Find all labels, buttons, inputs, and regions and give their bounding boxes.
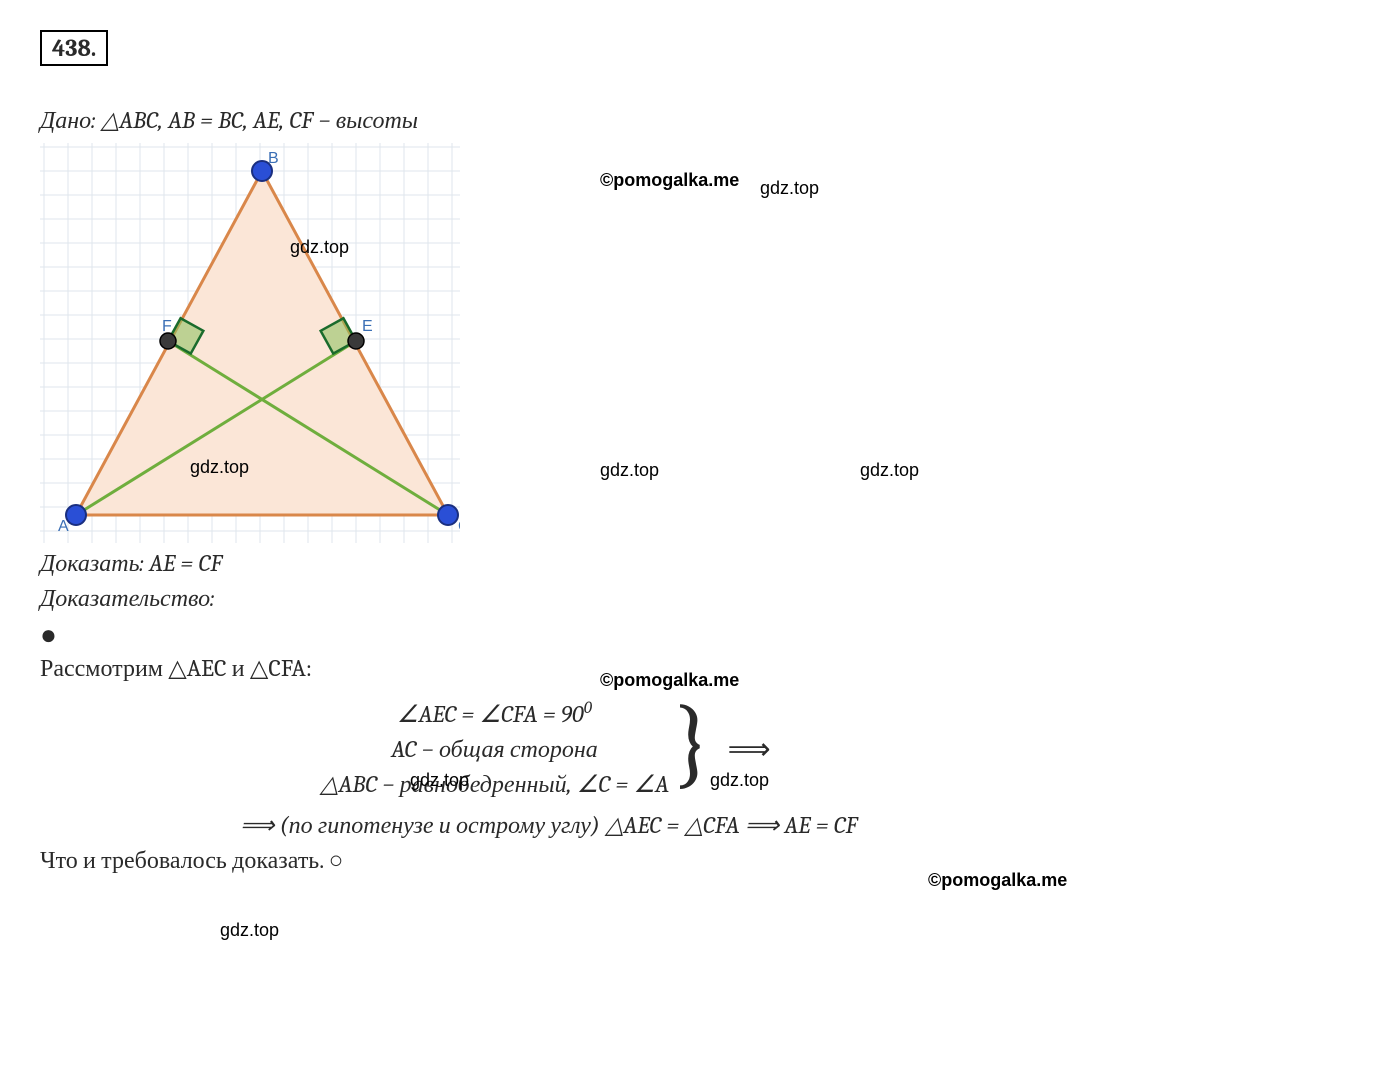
prove-line: Доказать: AE = CF bbox=[40, 549, 1360, 578]
proof-line-3: △ABC − равнобедренный, ∠C = ∠A bbox=[320, 767, 669, 802]
triangle-diagram: A B C E Fgdz.top gdz.top bbox=[40, 143, 460, 543]
svg-text:A: A bbox=[58, 518, 69, 535]
watermark-text: gdz.top bbox=[220, 920, 279, 941]
right-brace-icon: } bbox=[673, 693, 712, 793]
svg-text:gdz.top: gdz.top bbox=[290, 237, 349, 257]
prove-text: : AE = CF bbox=[140, 549, 223, 577]
prove-label: Доказать bbox=[40, 549, 140, 577]
brace-proof-block: ∠AEC = ∠CFA = 900 AC − общая сторона △AB… bbox=[40, 697, 1360, 801]
watermark-text: ©pomogalka.me bbox=[928, 870, 1067, 891]
watermark-text: gdz.top bbox=[710, 770, 769, 791]
watermark-text: gdz.top bbox=[860, 460, 919, 481]
watermark-text: gdz.top bbox=[760, 178, 819, 199]
svg-text:B: B bbox=[268, 150, 279, 167]
svg-text:F: F bbox=[162, 318, 172, 335]
svg-text:E: E bbox=[362, 318, 373, 335]
given-line: Дано: △ABC, AB = BC, AE, CF − высоты bbox=[40, 106, 1360, 135]
proof-line-1: ∠AEC = ∠CFA = 900 bbox=[320, 697, 669, 732]
consider-text: Рассмотрим △AEC и △CFA: bbox=[40, 654, 312, 682]
watermark-text: gdz.top bbox=[410, 770, 469, 791]
proof-colon: : bbox=[210, 584, 214, 612]
problem-number: 438. bbox=[40, 30, 108, 66]
svg-text:gdz.top: gdz.top bbox=[190, 457, 249, 477]
bullet: ● bbox=[40, 619, 1360, 652]
proof-label: Доказательство bbox=[40, 584, 210, 612]
result-line: ⟹ (по гипотенузе и острому углу) △AEC = … bbox=[240, 811, 1360, 840]
watermark-text: ©pomogalka.me bbox=[600, 170, 739, 191]
watermark-text: gdz.top bbox=[600, 460, 659, 481]
diagram-svg: A B C E Fgdz.top gdz.top bbox=[40, 143, 460, 543]
qed-line: Что и требовалось доказать. ○ bbox=[40, 846, 1360, 875]
given-label: Дано bbox=[40, 106, 91, 134]
proof-line-2: AC − общая сторона bbox=[320, 732, 669, 767]
implies-arrow-icon: ⟹ bbox=[728, 732, 771, 767]
svg-text:C: C bbox=[458, 518, 460, 535]
watermark-text: ©pomogalka.me bbox=[600, 670, 739, 691]
proof-header: Доказательство: bbox=[40, 584, 1360, 613]
given-text: : △ABC, AB = BC, AE, CF − высоты bbox=[91, 106, 418, 134]
